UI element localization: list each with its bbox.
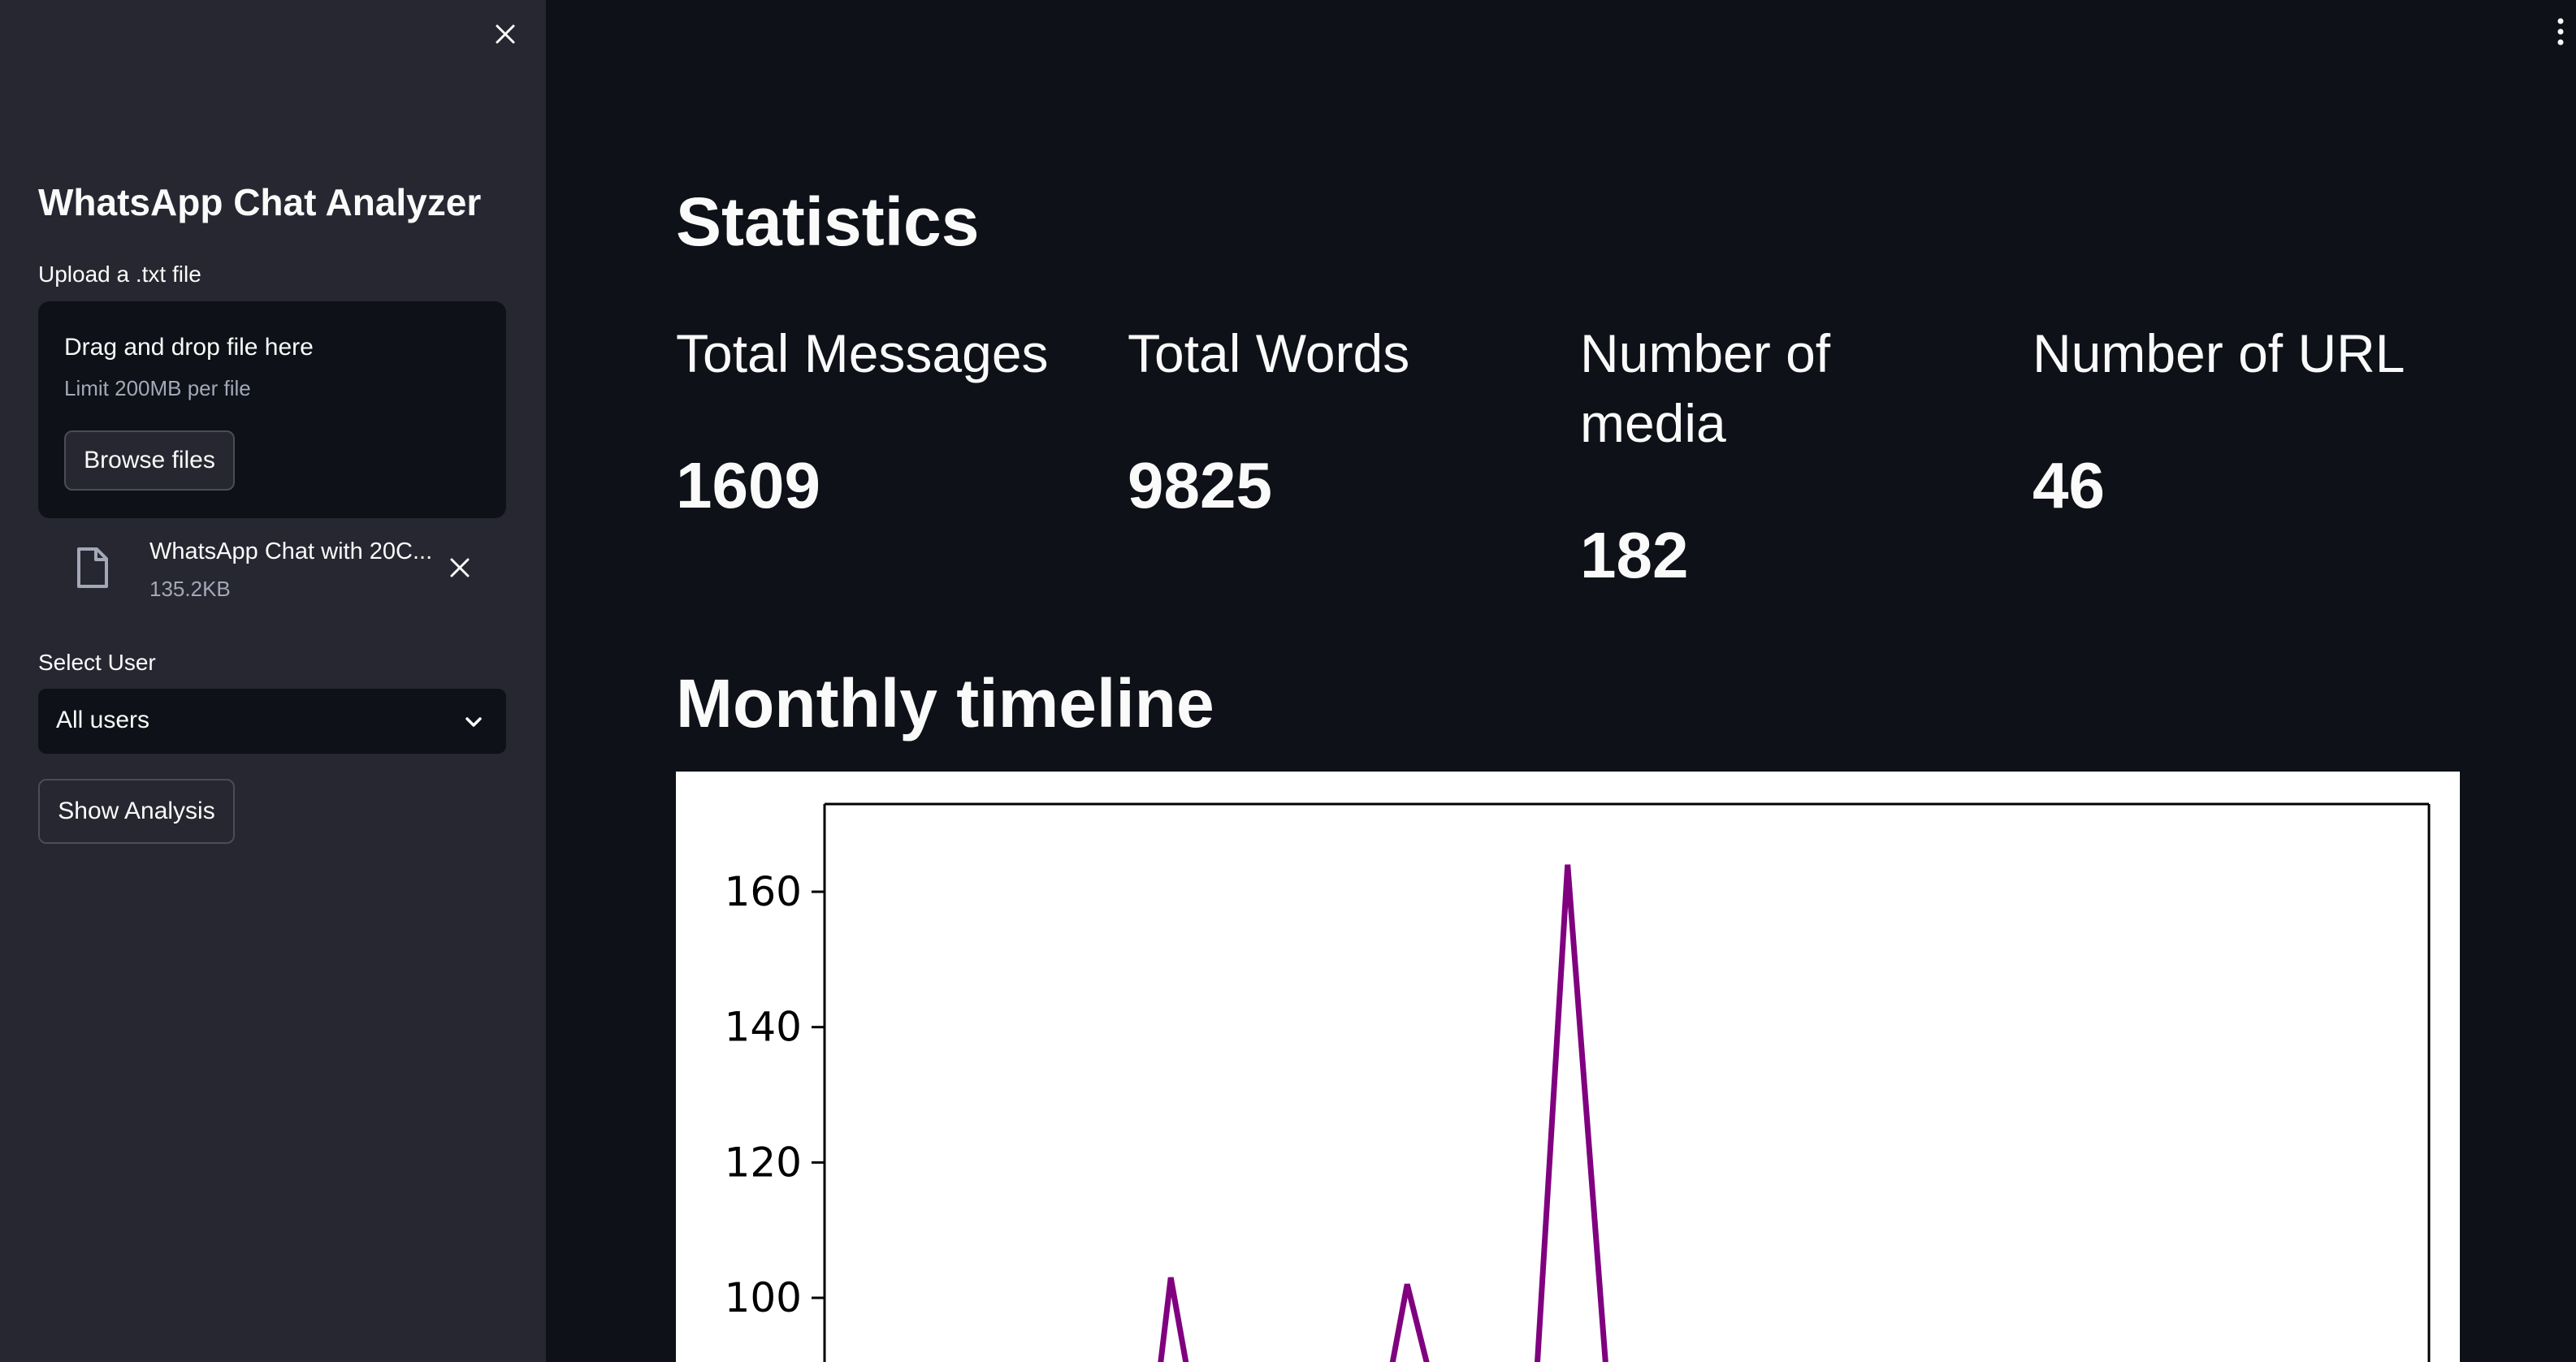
statistics-heading: Statistics — [676, 184, 980, 260]
sidebar: WhatsApp Chat Analyzer Upload a .txt fil… — [0, 0, 546, 1362]
uploaded-file: WhatsApp Chat with 20C... 135.2KB — [38, 532, 506, 605]
select-user-label: Select User — [38, 650, 156, 675]
metric-value: 9825 — [1128, 449, 1272, 521]
file-size: 135.2KB — [149, 577, 231, 601]
monthly-timeline-chart: 100 120 140 160 — [676, 772, 2460, 1362]
chevron-down-icon — [465, 717, 482, 727]
metric-label: Total Words — [1128, 323, 1410, 383]
chart-y-tick-label: 120 — [725, 1139, 802, 1186]
metric-total-words: Total Words 9825 — [1128, 318, 1550, 526]
metric-value: 182 — [1580, 519, 1689, 591]
metric-label: Number of URL — [2033, 323, 2405, 383]
select-user-dropdown[interactable]: All users — [38, 689, 506, 754]
metric-value: 46 — [2033, 449, 2105, 521]
close-icon — [496, 24, 515, 44]
file-icon — [77, 547, 108, 588]
app-title: WhatsApp Chat Analyzer — [38, 181, 482, 223]
metric-label: Total Messages — [676, 323, 1049, 383]
metric-label: Number of media — [1580, 323, 1831, 453]
chart-y-tick-label: 160 — [725, 868, 802, 915]
metric-total-messages: Total Messages 1609 — [676, 318, 1098, 526]
chart-svg: 100 120 140 160 — [725, 802, 2431, 1362]
metric-value: 1609 — [676, 449, 820, 521]
file-name: WhatsApp Chat with 20C... — [149, 538, 433, 564]
sidebar-close-button[interactable] — [487, 16, 523, 52]
upload-label: Upload a .txt file — [38, 262, 201, 287]
chart-y-tick-label: 100 — [725, 1274, 802, 1321]
show-analysis-button[interactable]: Show Analysis — [38, 779, 235, 844]
chart-series-line — [1158, 864, 1608, 1362]
main-menu-icon[interactable] — [2551, 15, 2570, 50]
dropzone-limit: Limit 200MB per file — [64, 376, 251, 400]
dropzone-title: Drag and drop file here — [64, 334, 314, 361]
metric-number-of-url: Number of URL 46 — [2033, 318, 2455, 526]
file-dropzone[interactable]: Drag and drop file here Limit 200MB per … — [38, 301, 506, 518]
select-user-value: All users — [56, 707, 150, 733]
monthly-timeline-heading: Monthly timeline — [676, 665, 1214, 742]
close-icon — [450, 558, 470, 577]
browse-files-button[interactable]: Browse files — [64, 430, 235, 491]
chart-y-tick-label: 140 — [725, 1004, 802, 1051]
metric-number-of-media: Number of media 182 — [1580, 318, 2002, 596]
remove-file-button[interactable] — [442, 550, 478, 586]
